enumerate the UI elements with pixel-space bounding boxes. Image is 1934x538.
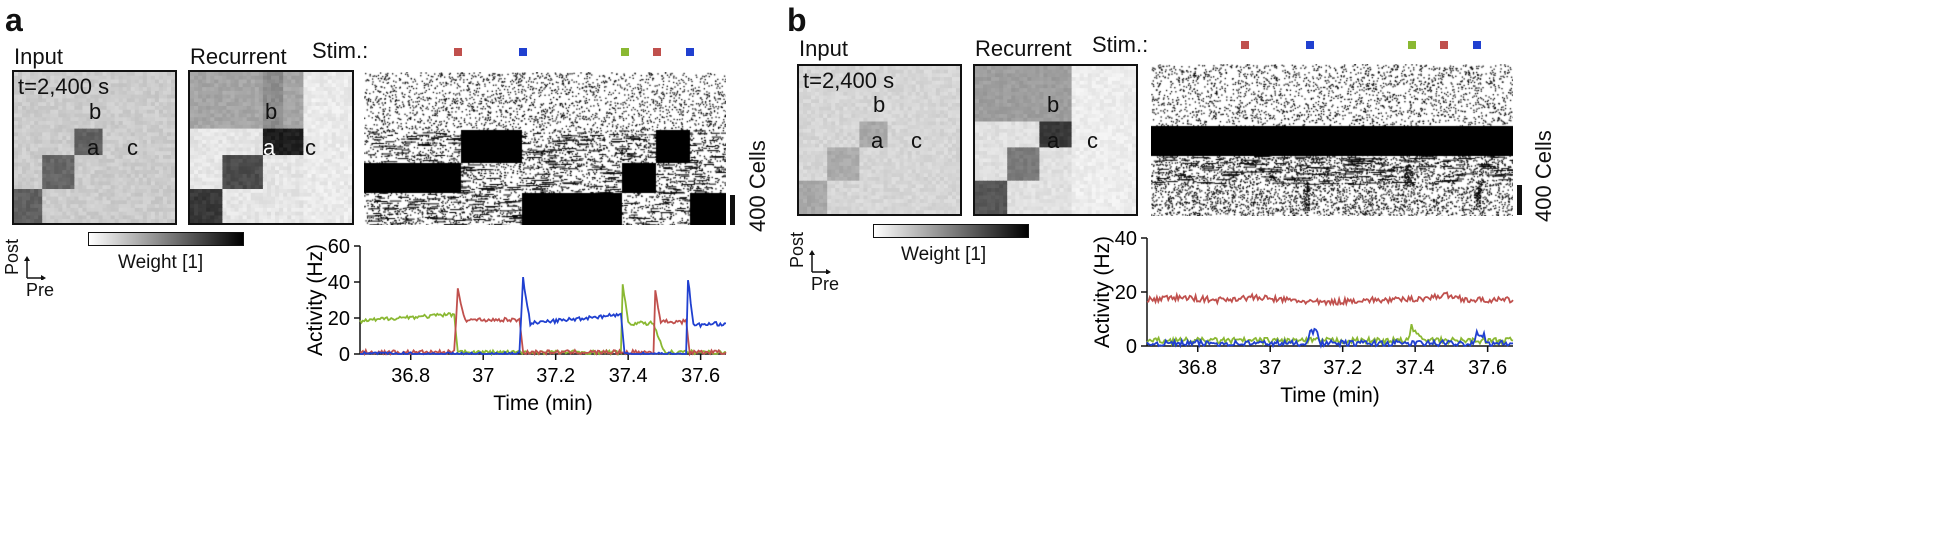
scalebar-label: 400 Cells — [745, 140, 770, 232]
raster-canvas — [1151, 64, 1513, 216]
panel-letter: a — [5, 2, 23, 38]
pre-axis-label: Pre — [811, 274, 840, 294]
cluster-label-b: b — [265, 99, 278, 124]
post-axis-label: Post — [2, 238, 22, 275]
stim-marker-0 — [1240, 41, 1249, 49]
x-tick-label: 37.4 — [1396, 357, 1435, 379]
series-line-blue — [360, 276, 727, 356]
time-label: t=2,400 s — [18, 74, 110, 99]
cluster-label-a: a — [871, 128, 884, 153]
stim-marker-4 — [1472, 41, 1481, 49]
series-line-red — [1146, 291, 1514, 307]
y-tick-label: 40 — [328, 272, 350, 294]
activity-chart: 0 20 40 60 36.8 37 37.2 37.4 37.6 Time (min) Activ… — [304, 236, 727, 415]
stim-label: Stim.: — [1092, 32, 1149, 57]
weight-colorbar — [88, 232, 244, 246]
y-axis-label: Activity (Hz) — [304, 244, 327, 356]
cluster-label-c: c — [305, 135, 316, 160]
cluster-label-c: c — [127, 135, 138, 160]
x-tick-label: 36.8 — [1178, 357, 1217, 379]
series-line-red — [359, 288, 727, 357]
input-weight-matrix — [797, 64, 962, 216]
y-tick-label: 20 — [328, 308, 350, 330]
x-tick-label: 36.8 — [391, 365, 430, 387]
stim-marker-2 — [1407, 41, 1416, 49]
stim-marker-4 — [685, 48, 694, 56]
series-line-blue — [1146, 327, 1514, 349]
y-tick-label: 20 — [1115, 282, 1137, 304]
cluster-label-a: a — [263, 135, 276, 160]
x-tick-label: 37.2 — [1323, 357, 1362, 379]
panel-a: a Input Recurrent Stim.: t=2,400 s b a c… — [2, 2, 770, 415]
cluster-label-b: b — [873, 92, 886, 117]
input-matrix-title: Input — [799, 36, 848, 61]
cluster-label-a: a — [87, 135, 100, 160]
x-axis-label: Time (min) — [1280, 384, 1380, 407]
raster-canvas — [364, 72, 726, 225]
colorbar-label: Weight [1] — [901, 244, 987, 265]
stim-marker-1 — [519, 48, 528, 56]
cells-scalebar — [730, 195, 735, 225]
recurrent-matrix-title: Recurrent — [975, 36, 1072, 61]
activity-chart: 0 20 40 36.8 37 37.2 37.4 37.6 Time (min) Activit… — [1091, 228, 1514, 407]
colorbar-label: Weight [1] — [118, 252, 204, 273]
recurrent-matrix-title: Recurrent — [190, 44, 287, 69]
input-matrix-title: Input — [14, 44, 63, 69]
y-tick-label: 0 — [339, 344, 350, 366]
stim-marker-1 — [1306, 41, 1315, 49]
cells-scalebar — [1517, 185, 1522, 215]
time-label: t=2,400 s — [803, 68, 895, 93]
series-line-green — [1146, 323, 1514, 347]
x-tick-label: 37.2 — [536, 365, 575, 387]
post-axis-label: Post — [787, 231, 807, 268]
x-tick-label: 37 — [472, 365, 494, 387]
weight-colorbar — [873, 224, 1029, 238]
y-tick-label: 0 — [1126, 336, 1137, 358]
pre-axis-label: Pre — [26, 280, 55, 300]
series-line-green — [359, 284, 727, 357]
stim-marker-2 — [620, 48, 629, 56]
stim-marker-0 — [453, 48, 462, 56]
spike-raster — [1151, 64, 1513, 216]
cluster-label-b: b — [1047, 92, 1060, 117]
x-tick-label: 37.6 — [1468, 357, 1507, 379]
stim-marker-3 — [1440, 41, 1449, 49]
y-axis-label: Activity (Hz) — [1091, 236, 1114, 348]
cluster-label-c: c — [1087, 128, 1098, 153]
input-weight-matrix — [12, 70, 177, 225]
spike-raster — [364, 72, 726, 225]
post-pre-axes-icon — [24, 236, 50, 281]
stim-marker-3 — [653, 48, 662, 56]
panel-letter: b — [787, 2, 807, 38]
cluster-label-a: a — [1047, 128, 1060, 153]
x-tick-label: 37.6 — [681, 365, 720, 387]
x-tick-label: 37.4 — [609, 365, 648, 387]
panel-b: b Input Recurrent Stim.: t=2,400 s b a c… — [787, 0, 1934, 538]
cluster-label-b: b — [89, 99, 102, 124]
x-axis-label: Time (min) — [493, 392, 593, 415]
x-tick-label: 37 — [1259, 357, 1281, 379]
y-tick-label: 60 — [328, 236, 350, 258]
y-tick-label: 40 — [1115, 228, 1137, 250]
recurrent-weight-matrix — [973, 64, 1138, 216]
cluster-label-c: c — [911, 128, 922, 153]
recurrent-weight-matrix — [188, 70, 354, 225]
post-pre-axes-icon — [809, 230, 835, 275]
stim-label: Stim.: — [312, 38, 369, 63]
scalebar-label: 400 Cells — [1531, 130, 1556, 222]
